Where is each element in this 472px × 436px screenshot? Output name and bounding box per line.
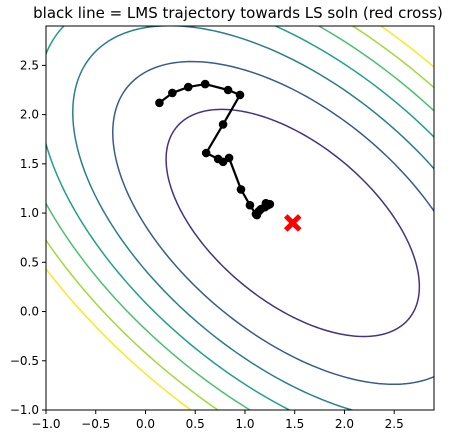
x-axis: −1.0 −0.5 0.0 0.5 1.0 1.5 2.0 2.5 <box>31 410 404 431</box>
contour-level-1 <box>165 108 421 338</box>
x-tick-label: 2.0 <box>335 417 354 431</box>
trajectory-point <box>261 198 271 208</box>
x-tick-label: −1.0 <box>31 417 60 431</box>
trajectory-point <box>223 85 233 95</box>
y-tick-label: 2.0 <box>20 108 39 122</box>
contour-level-3 <box>72 26 434 410</box>
x-tick-label: 0.0 <box>136 417 155 431</box>
y-tick-label: 0.5 <box>20 255 39 269</box>
y-tick-label: −1.0 <box>10 403 39 417</box>
plot-frame <box>45 25 435 411</box>
trajectory-point <box>200 79 210 89</box>
trajectory-line <box>158 82 271 216</box>
y-tick-label: 1.0 <box>20 206 39 220</box>
contour-level-2 <box>112 60 434 386</box>
trajectory-point <box>235 90 245 100</box>
x-tick-label: 0.5 <box>186 417 205 431</box>
trajectory-point <box>218 120 228 129</box>
trajectory-point <box>168 88 177 98</box>
x-tick-label: 2.5 <box>385 417 404 431</box>
y-tick-label: 0.0 <box>20 305 39 319</box>
chart-title: black line = LMS trajectory towards LS s… <box>33 4 443 22</box>
trajectory-point <box>201 148 211 158</box>
contour-level-5 <box>46 26 434 410</box>
x-tick-label: −0.5 <box>81 417 110 431</box>
contour-level-4 <box>46 26 434 410</box>
trajectory-point <box>245 200 255 210</box>
trajectory-point <box>224 153 234 163</box>
trajectory-point <box>183 82 193 92</box>
ls-solution-marker <box>283 214 302 232</box>
y-tick-label: 1.5 <box>20 157 39 171</box>
x-tick-label: 1.0 <box>235 417 254 431</box>
trajectory-point <box>236 185 246 194</box>
trajectory-point <box>155 98 164 108</box>
red-cross-marker <box>283 214 302 232</box>
y-tick-label: −0.5 <box>10 354 39 368</box>
y-axis: −1.0 −0.5 0.0 0.5 1.0 1.5 2.0 2.5 <box>10 58 46 417</box>
y-tick-label: 2.5 <box>20 58 39 72</box>
lms-trajectory <box>155 79 275 220</box>
trajectory-point <box>252 210 262 220</box>
x-tick-label: 1.5 <box>285 417 304 431</box>
